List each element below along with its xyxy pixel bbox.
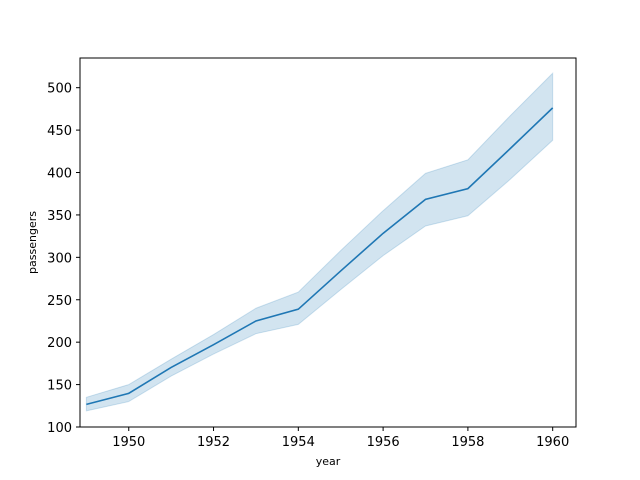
x-tick-label: 1950 [112, 435, 145, 450]
y-tick-label: 250 [47, 294, 72, 309]
x-tick-label: 1958 [451, 435, 484, 450]
x-tick-label: 1956 [367, 435, 400, 450]
y-axis-label: passengers [26, 211, 39, 274]
confidence-band [85, 72, 554, 412]
axes-frame [79, 57, 577, 428]
plot-area [85, 72, 554, 412]
y-tick-label: 200 [47, 336, 72, 351]
x-axis-ticks: 1950 1952 1954 1956 1958 1960 [112, 427, 569, 450]
y-axis-ticks: 100 150 200 250 300 350 400 450 500 [47, 82, 80, 436]
x-tick-label: 1954 [282, 435, 315, 450]
x-tick-label: 1952 [197, 435, 230, 450]
y-tick-label: 300 [47, 251, 72, 266]
series-line [86, 107, 554, 406]
x-axis-label: year [316, 455, 341, 468]
y-tick-label: 150 [47, 379, 72, 394]
y-tick-label: 100 [47, 421, 72, 436]
y-tick-label: 450 [47, 124, 72, 139]
y-tick-label: 400 [47, 167, 72, 182]
y-tick-label: 500 [47, 82, 72, 97]
x-tick-label: 1960 [536, 435, 569, 450]
y-tick-label: 350 [47, 209, 72, 224]
